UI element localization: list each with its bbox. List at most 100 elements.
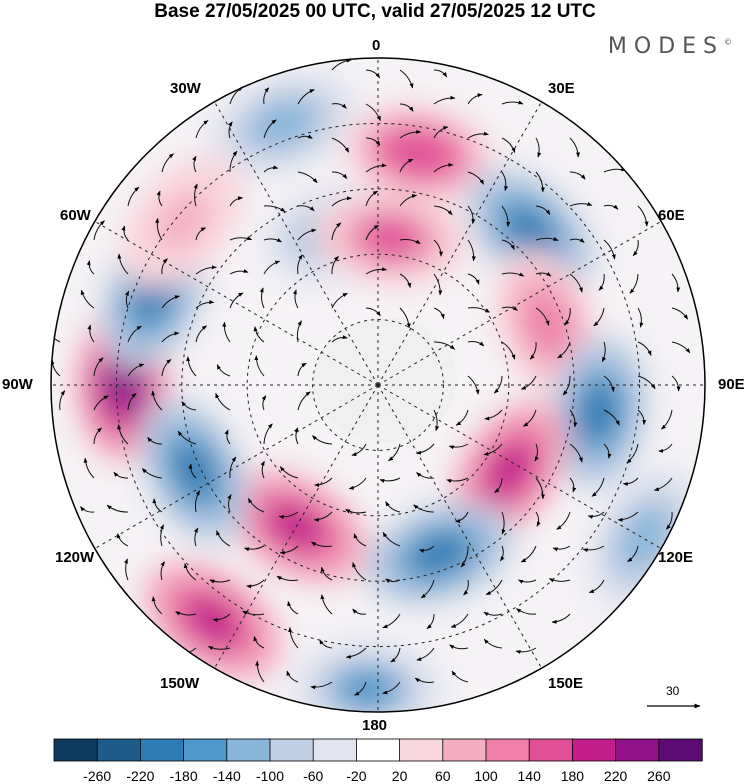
wind-arrow-62 [331,222,342,241]
wind-arrow-135 [520,375,537,390]
wind-arrow-168 [483,443,503,456]
wind-arrow-91 [124,290,130,309]
wind-arrow-141 [93,395,109,411]
wind-arrow-196 [227,494,232,513]
meridian-210 [205,384,379,683]
wind-arrow-41 [193,183,198,207]
lon-label-60w: 60W [60,207,91,224]
wind-arrow-64 [399,238,421,245]
wind-arrow-269 [382,681,401,695]
brand-text: MODES [607,34,724,59]
wind-arrow-75 [195,265,217,275]
wind-arrow-165 [388,443,401,462]
meridian-60 [377,212,676,386]
wind-arrow-32 [399,158,414,173]
wind-arrow-173 [658,443,673,453]
wind-arrow-94 [229,292,244,309]
wind-arrow-92 [161,295,180,309]
wind-arrow-67 [501,239,515,251]
wind-arrow-25 [161,153,174,173]
wind-arrow-152 [569,409,578,428]
wind-arrow-241 [151,596,163,615]
wind-arrow-50 [501,205,511,227]
wind-arrow-124 [671,341,691,354]
anomaly-blob-2 [250,100,316,148]
meridian-240 [80,384,379,558]
colorbar-swatch-12 [572,738,617,762]
wind-arrow-29 [297,171,318,184]
wind-arrow-240 [588,579,605,594]
wind-arrow-192 [80,506,95,513]
wind-arrow-120 [529,341,537,360]
wind-arrow-70 [603,239,616,260]
wind-arrow-54 [637,205,649,227]
wind-arrow-14 [228,121,233,139]
anomaly-blob-10 [483,439,536,502]
anomaly-blob-3 [155,191,211,251]
colorbar-swatch-2 [139,738,185,762]
wind-arrow-113 [222,321,231,343]
wind-arrow-3 [433,69,448,78]
wind-arrow-237 [485,579,503,595]
wind-arrow-261 [416,647,435,661]
colorbar-tick-label: 140 [517,768,541,784]
wind-arrow-2 [399,69,414,89]
wind-arrow-137 [603,375,615,392]
wind-arrow-147 [297,391,311,411]
wind-arrow-252 [516,608,537,615]
colorbar-tick-label: 60 [435,768,451,784]
wind-arrow-138 [637,375,656,390]
wind-arrow-31 [365,163,387,173]
chart-title: Base 27/05/2025 00 UTC, valid 27/05/2025… [154,1,596,22]
wind-arrow-195 [194,490,201,513]
wind-arrow-204 [501,511,506,535]
wind-arrow-112 [195,325,208,343]
wind-arrow-85 [535,271,552,277]
anomaly-blob-15 [333,666,402,711]
wind-arrow-214 [244,545,265,552]
wind-arrow-224 [582,545,605,553]
wind-arrow-270 [414,677,435,683]
wind-arrow-179 [260,460,265,479]
wind-arrow-81 [399,273,412,289]
wind-arrow-102 [501,306,518,311]
wind-arrow-93 [195,300,215,309]
wind-arrow-21 [467,131,489,139]
wind-arrow-193 [106,504,129,513]
lon-label-120e: 120E [658,549,694,566]
wind-arrow-208 [617,511,639,522]
lon-label-30e: 30E [548,80,575,97]
wind-arrow-22 [501,137,516,153]
wind-arrow-171 [603,443,612,459]
latitude-circle-1 [246,253,510,517]
wind-arrow-15 [263,119,277,139]
wind-arrow-7 [331,103,347,109]
lon-label-90w: 90W [2,376,33,393]
anomaly-blob-9 [576,378,621,446]
wind-arrow-53 [603,204,619,210]
wind-arrow-167 [448,443,469,450]
wind-arrow-194 [152,498,163,513]
wind-arrow-242 [175,611,197,616]
wind-arrow-111 [161,331,180,343]
wind-arrow-174 [83,457,95,479]
wind-arrow-201 [385,501,401,513]
meridian-300 [80,212,379,386]
wind-arrow-262 [449,644,469,650]
wind-arrow-107 [671,307,689,320]
wind-arrow-119 [501,341,516,360]
wind-arrow-189 [591,477,605,497]
wind-arrow-56 [121,225,129,241]
wind-arrow-232 [320,566,333,581]
wind-arrow-82 [433,273,443,296]
wind-arrow-104 [564,307,571,326]
colorbar-tick-label: 20 [391,768,408,784]
wind-arrow-1 [365,69,381,79]
wind-arrow-101 [467,307,490,313]
colorbar-swatch-0 [53,738,98,762]
colorbar-swatch-3 [183,738,228,762]
wind-arrow-233 [352,562,367,581]
wind-arrow-225 [627,545,639,563]
wind-arrow-256 [253,635,265,649]
wind-arrow-268 [354,681,367,696]
